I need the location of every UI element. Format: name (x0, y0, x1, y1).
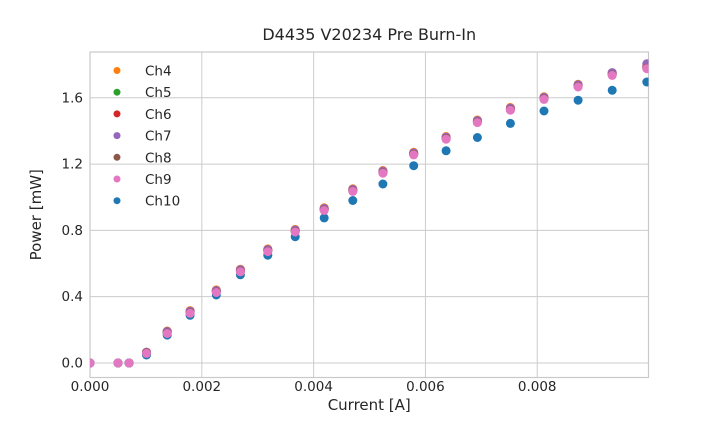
legend-label-ch10: Ch10 (145, 194, 180, 210)
point-ch9 (142, 348, 151, 358)
legend-item-ch6: Ch6 (113, 107, 172, 123)
y-tick-label-0.8: 0.8 (62, 223, 83, 239)
point-ch9 (607, 70, 617, 80)
legend-item-ch8: Ch8 (113, 150, 172, 166)
y-tick-label-0.0: 0.0 (62, 356, 83, 372)
point-ch10 (409, 161, 419, 171)
point-ch10 (642, 77, 649, 87)
legend-marker-ch10 (113, 197, 121, 205)
legend-marker-ch6 (113, 110, 121, 118)
x-axis-label: Current [A] (328, 396, 411, 414)
y-axis-label: Power [mW] (27, 169, 45, 260)
y-tick-labels: 0.0 0.4 0.8 1.2 1.6 (62, 90, 83, 371)
x-tick-label-0.000: 0.000 (71, 379, 110, 395)
legend-marker-ch7 (113, 132, 121, 140)
point-ch9 (348, 186, 358, 196)
point-ch9 (472, 118, 482, 128)
legend-marker-ch5 (113, 88, 121, 96)
point-ch9 (539, 94, 549, 104)
legend-item-ch9: Ch9 (113, 172, 172, 188)
point-ch9 (441, 134, 451, 144)
point-ch10 (505, 118, 515, 128)
x-tick-labels: 0.000 0.002 0.004 0.006 0.008 (71, 379, 557, 395)
point-ch10 (607, 85, 617, 95)
series-ch9 (90, 64, 649, 368)
x-tick-label-0.004: 0.004 (294, 379, 333, 395)
point-ch9 (90, 358, 95, 368)
point-ch9 (113, 358, 123, 368)
point-ch10 (348, 196, 358, 205)
data-points (90, 59, 649, 368)
x-tick-label-0.008: 0.008 (518, 379, 557, 395)
point-ch10 (378, 179, 388, 189)
plot-border (89, 51, 650, 379)
legend-label-ch7: Ch7 (145, 129, 172, 145)
point-ch9 (505, 105, 515, 115)
legend-label-ch9: Ch9 (145, 172, 172, 188)
point-ch9 (263, 247, 273, 257)
legend: Ch4 Ch5 Ch6 Ch7 Ch8 Ch9 Ch10 (113, 64, 180, 210)
point-ch9 (409, 150, 419, 160)
series-ch7 (90, 59, 649, 368)
legend-marker-ch4 (113, 67, 121, 74)
point-ch9 (319, 206, 329, 215)
point-ch10 (539, 106, 549, 116)
legend-item-ch5: Ch5 (113, 85, 172, 101)
point-ch9 (642, 64, 649, 74)
point-ch9 (185, 308, 195, 318)
y-tick-label-1.2: 1.2 (62, 157, 83, 173)
point-ch9 (124, 358, 134, 368)
legend-item-ch7: Ch7 (113, 129, 172, 145)
legend-marker-ch8 (113, 153, 121, 161)
point-ch9 (378, 168, 388, 178)
legend-item-ch4: Ch4 (113, 64, 172, 80)
legend-label-ch4: Ch4 (145, 64, 172, 80)
point-ch10 (573, 95, 583, 105)
y-tick-label-0.4: 0.4 (62, 289, 83, 305)
x-tick-label-0.002: 0.002 (182, 379, 221, 395)
point-ch10 (472, 133, 482, 142)
point-ch10 (441, 146, 451, 156)
point-ch9 (162, 329, 172, 338)
legend-item-ch10: Ch10 (113, 194, 180, 210)
point-ch9 (290, 227, 300, 237)
legend-label-ch8: Ch8 (145, 150, 172, 166)
point-ch9 (235, 267, 245, 277)
x-tick-label-0.006: 0.006 (406, 379, 445, 395)
legend-marker-ch9 (113, 175, 121, 183)
point-ch9 (211, 288, 221, 297)
grid (89, 52, 649, 378)
legend-label-ch6: Ch6 (145, 107, 172, 123)
chart-title: D4435 V20234 Pre Burn-In (262, 25, 476, 44)
point-ch9 (573, 82, 583, 92)
point-ch10 (319, 213, 329, 223)
y-tick-label-1.6: 1.6 (62, 90, 83, 106)
legend-label-ch5: Ch5 (145, 85, 172, 101)
